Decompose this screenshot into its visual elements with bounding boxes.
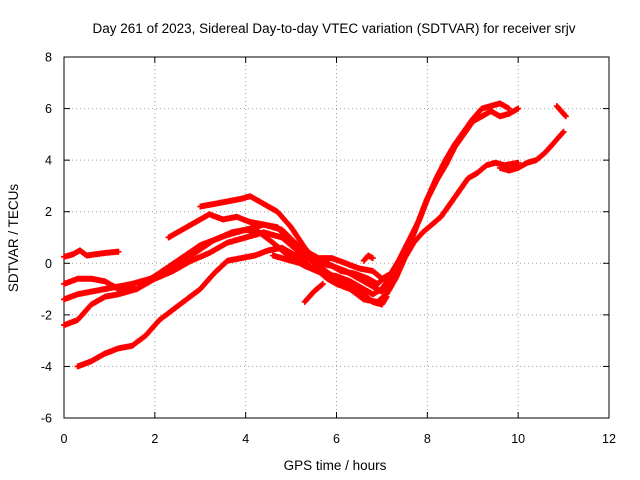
gridlines xyxy=(64,57,609,418)
data-series xyxy=(61,100,569,370)
series-markers xyxy=(497,128,567,174)
y-tick-label: -6 xyxy=(41,412,52,426)
x-tick-label: 2 xyxy=(151,432,158,446)
series-markers xyxy=(197,100,513,295)
y-tick-label: 0 xyxy=(45,257,52,271)
chart-title: Day 261 of 2023, Sidereal Day-to-day VTE… xyxy=(93,21,576,36)
x-tick-label: 8 xyxy=(424,432,431,446)
series-track-h xyxy=(497,128,567,174)
x-tick-label: 4 xyxy=(242,432,249,446)
y-tick-label: -4 xyxy=(41,360,52,374)
series-markers xyxy=(301,280,326,305)
x-tick-label: 10 xyxy=(511,432,525,446)
series-track-k xyxy=(269,252,304,267)
y-tick-label: 4 xyxy=(45,154,52,168)
x-axis-ticks: 0 2 4 6 8 10 12 xyxy=(61,57,616,446)
series-track-a xyxy=(61,247,122,260)
series-markers xyxy=(553,103,569,120)
series-track-d xyxy=(61,229,390,329)
y-axis-label: SDTVAR / TECUs xyxy=(6,184,21,293)
y-tick-label: 2 xyxy=(45,205,52,219)
x-tick-label: 6 xyxy=(333,432,340,446)
x-tick-label: 12 xyxy=(602,432,616,446)
series-track-j xyxy=(301,280,326,305)
x-tick-label: 0 xyxy=(61,432,68,446)
series-track-l xyxy=(360,252,376,264)
y-axis-ticks: -6 -4 -2 0 2 4 6 8 xyxy=(41,51,609,426)
x-axis-label: GPS time / hours xyxy=(284,458,387,473)
series-track-i xyxy=(553,103,569,120)
y-tick-label: 8 xyxy=(45,51,52,65)
series-markers xyxy=(61,229,390,329)
series-markers xyxy=(360,252,376,264)
series-track-g xyxy=(197,100,513,295)
y-tick-label: 6 xyxy=(45,102,52,116)
series-markers xyxy=(269,252,304,267)
y-tick-label: -2 xyxy=(41,308,52,322)
series-markers xyxy=(61,247,122,260)
